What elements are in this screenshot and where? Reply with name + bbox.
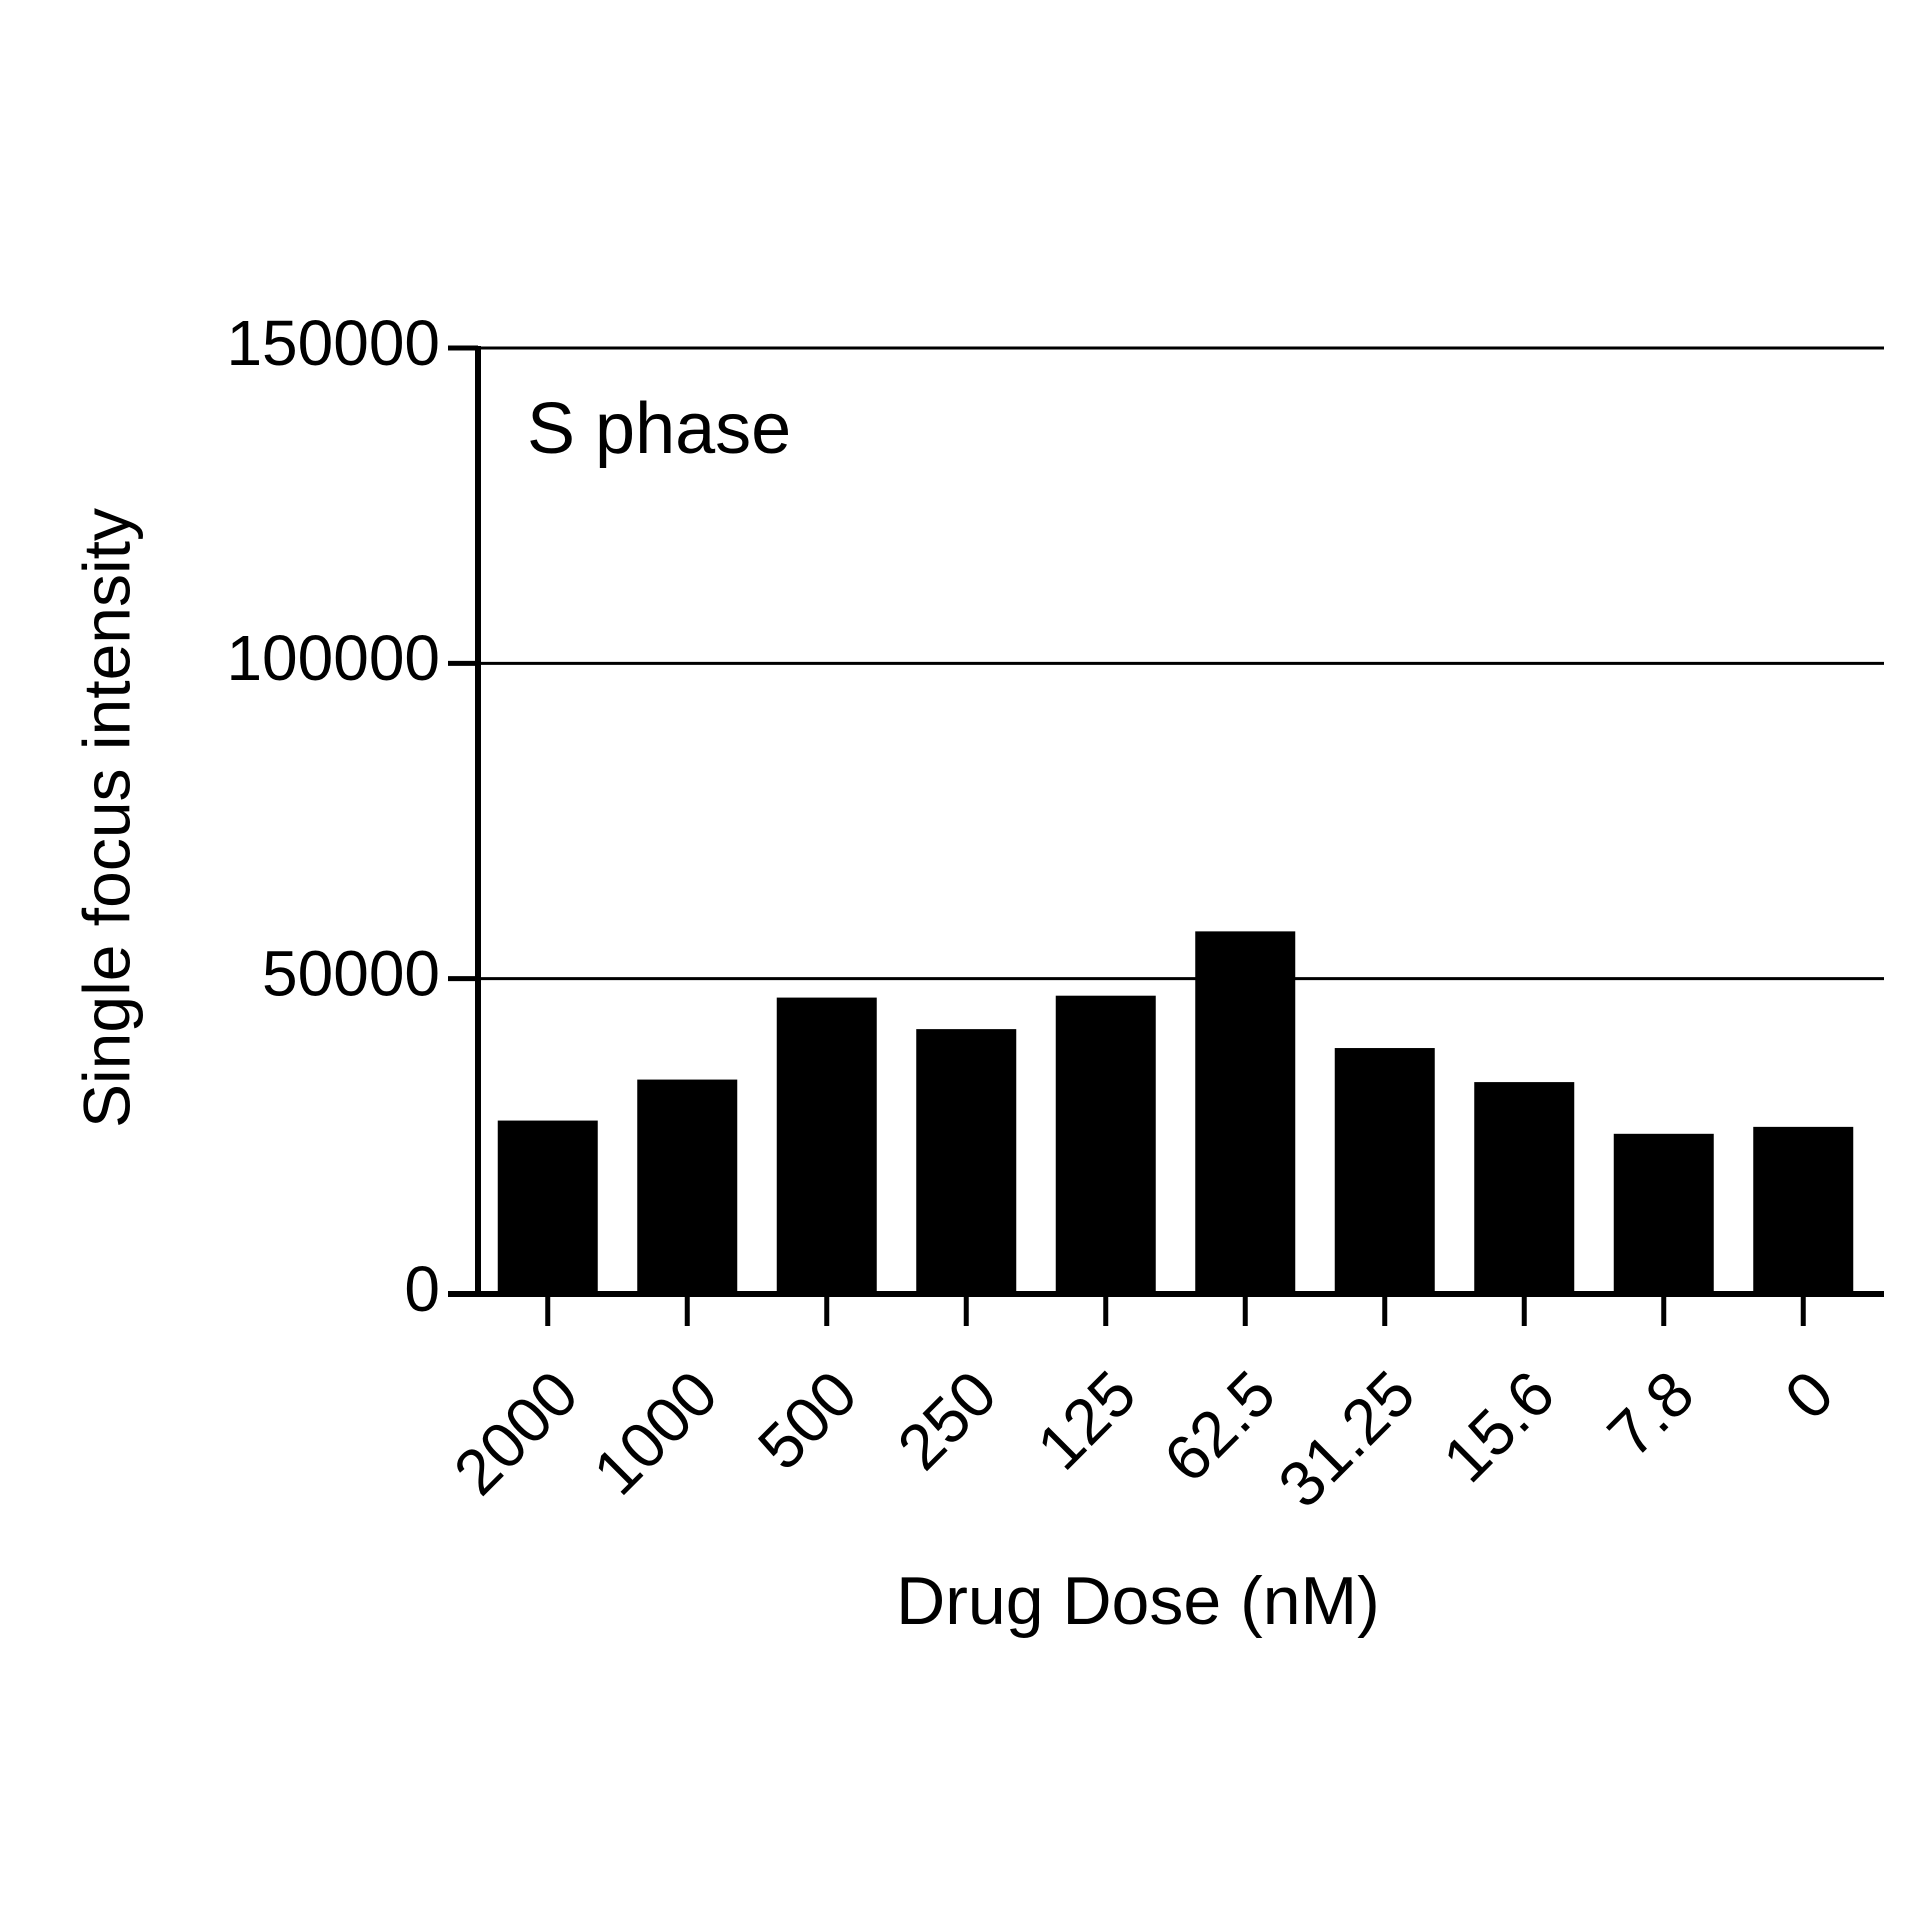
bar — [1334, 1048, 1435, 1294]
bar — [1055, 995, 1156, 1294]
x-tick-label: 0 — [1771, 1357, 1847, 1433]
y-tick-label: 0 — [404, 1253, 440, 1325]
y-tick-label: 100000 — [226, 622, 440, 694]
annotation: S phase — [527, 389, 791, 469]
y-axis-title: Single focus intensity — [69, 508, 143, 1128]
bar — [776, 997, 877, 1294]
bar — [1474, 1082, 1575, 1294]
x-tick-label: 500 — [744, 1357, 870, 1483]
bar — [1753, 1126, 1854, 1294]
x-tick-label: 1000 — [580, 1357, 732, 1509]
bar — [637, 1079, 738, 1294]
x-tick-label: 7.8 — [1594, 1357, 1708, 1471]
bar — [916, 1029, 1017, 1294]
x-tick-label: 125 — [1023, 1357, 1149, 1483]
bar — [1195, 931, 1296, 1294]
x-tick-label: 15.6 — [1429, 1357, 1568, 1496]
y-tick-label: 150000 — [226, 307, 440, 379]
x-tick-label: 31.25 — [1264, 1357, 1428, 1521]
x-tick-label: 2000 — [440, 1357, 592, 1509]
bar — [1613, 1133, 1714, 1294]
x-tick-label: 250 — [884, 1357, 1010, 1483]
x-axis-title: Drug Dose (nM) — [896, 1563, 1380, 1639]
bar — [497, 1120, 598, 1294]
y-tick-label: 50000 — [262, 938, 440, 1010]
